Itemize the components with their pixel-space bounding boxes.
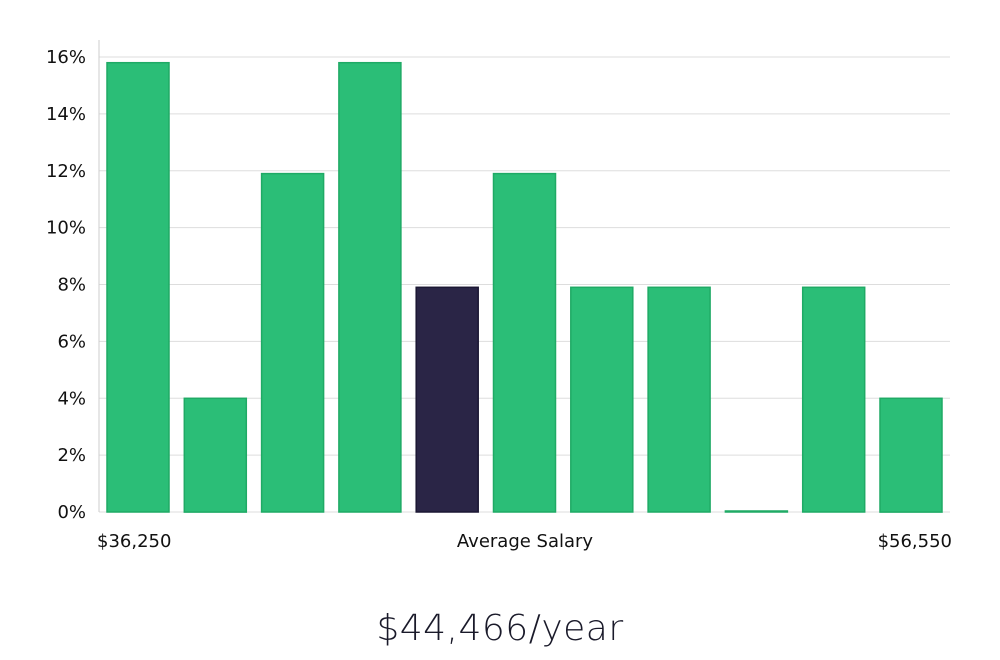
salary-histogram: 0% 2% 4% 6% 8% 10% 12% 14% 16% $36,250 Average S… [46, 40, 952, 552]
y-tick-label: 2% [57, 445, 86, 466]
bar [492, 172, 557, 513]
bar-highlighted [415, 286, 479, 513]
x-min-label: $36,250 [97, 531, 171, 552]
bar [724, 510, 789, 513]
y-tick-label: 4% [57, 388, 86, 409]
y-tick-label: 12% [46, 161, 86, 182]
bar [338, 61, 402, 513]
x-axis-label: Average Salary [457, 531, 594, 552]
y-tick-label: 16% [46, 47, 86, 68]
y-axis-ticks: 0% 2% 4% 6% 8% 10% 12% 14% 16% [46, 47, 86, 523]
x-max-label: $56,550 [878, 531, 952, 552]
bar [801, 286, 866, 513]
y-tick-label: 14% [46, 104, 86, 125]
bar [879, 397, 943, 513]
y-tick-label: 10% [46, 218, 86, 239]
bar [647, 286, 711, 513]
y-tick-label: 8% [57, 275, 86, 296]
bar [106, 61, 170, 513]
y-tick-label: 6% [57, 331, 86, 352]
bar [570, 286, 634, 513]
bar [183, 397, 248, 513]
y-tick-label: 0% [57, 502, 86, 523]
average-salary-value: $44,466/year [376, 608, 624, 649]
bar [260, 172, 325, 513]
bars [106, 61, 943, 513]
